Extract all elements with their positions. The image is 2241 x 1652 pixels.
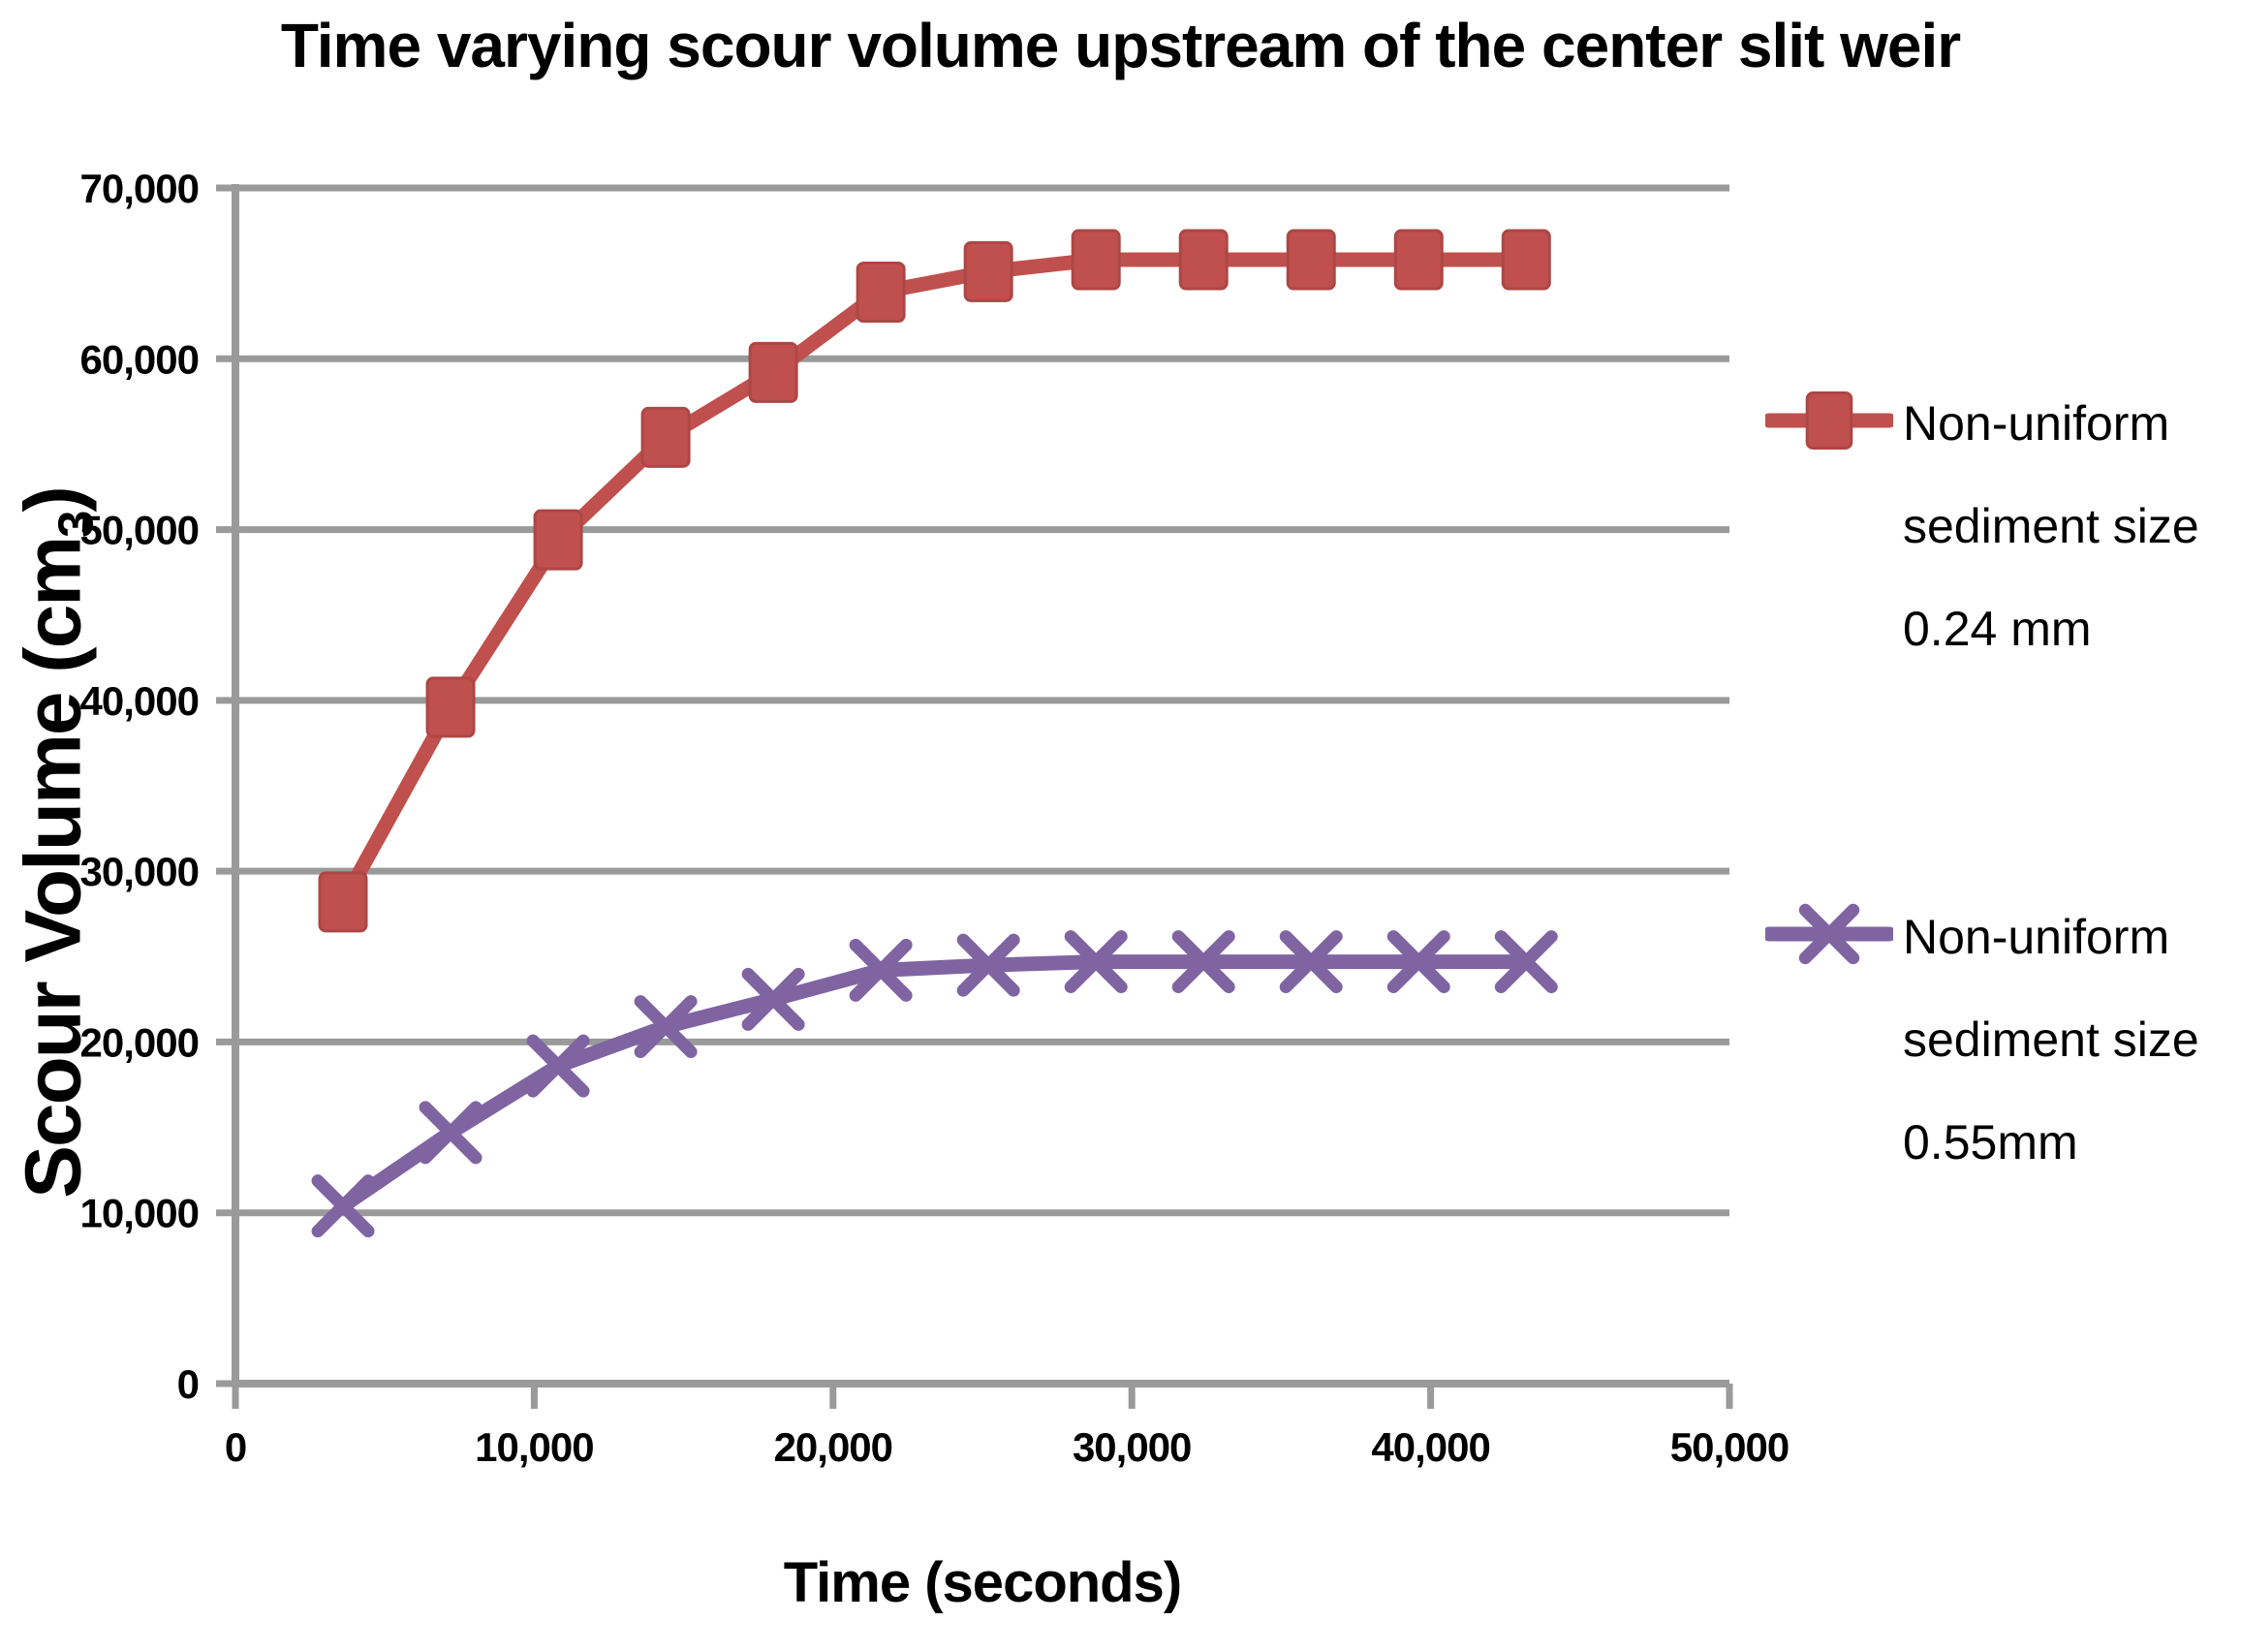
legend-item-series-055mm: Non-uniform sediment size 0.55mm — [1765, 886, 2199, 1194]
y-tick-label: 20,000 — [80, 1019, 199, 1065]
y-tick-label: 40,000 — [80, 678, 199, 724]
x-tick-label: 10,000 — [475, 1424, 593, 1470]
x-tick-label: 40,000 — [1371, 1424, 1489, 1470]
y-tick-label: 50,000 — [80, 508, 199, 553]
x-tick-label: 50,000 — [1670, 1424, 1789, 1470]
x-tick-label: 0 — [225, 1424, 246, 1470]
x-tick-label: 20,000 — [774, 1424, 892, 1470]
y-tick-label: 10,000 — [80, 1191, 199, 1236]
legend-label-line: sediment size — [1903, 1013, 2199, 1067]
legend-item-series-024mm: Non-uniform sediment size 0.24 mm — [1765, 372, 2199, 680]
series-0 — [318, 229, 1551, 933]
legend-x-marker-icon — [1765, 903, 1893, 965]
y-tick-label: 60,000 — [80, 336, 199, 382]
y-tick-label: 0 — [177, 1361, 199, 1407]
series-1 — [311, 930, 1558, 1238]
y-tick-label: 70,000 — [80, 166, 199, 211]
legend-label-line: Non-uniform — [1903, 396, 2170, 451]
legend-label-line: 0.24 mm — [1903, 602, 2092, 656]
chart-title: Time varying scour volume upstream of th… — [280, 11, 1961, 80]
x-tick-label: 30,000 — [1073, 1424, 1191, 1470]
x-axis-title: Time (seconds) — [783, 1551, 1182, 1614]
legend-label: Non-uniform sediment size 0.55mm — [1903, 886, 2199, 1194]
legend-square-marker-icon — [1765, 391, 1893, 450]
legend-label-line: sediment size — [1903, 499, 2199, 553]
y-tick-label: 30,000 — [80, 849, 199, 894]
legend: Non-uniform sediment size 0.24 mm Non-un… — [1765, 0, 2241, 1652]
legend-label-line: 0.55mm — [1903, 1115, 2078, 1169]
legend-label-line: Non-uniform — [1903, 910, 2170, 964]
legend-label: Non-uniform sediment size 0.24 mm — [1903, 372, 2199, 680]
